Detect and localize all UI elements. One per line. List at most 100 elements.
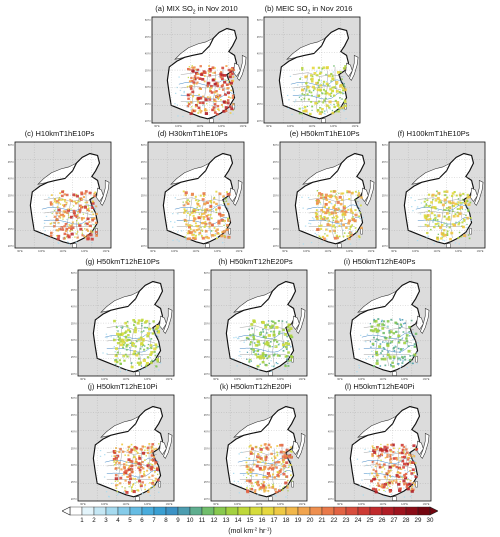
panel-title: (l) H50kmT12hE40Pi — [344, 382, 415, 391]
svg-text:100°E: 100°E — [38, 250, 45, 253]
svg-text:20°N: 20°N — [328, 498, 334, 501]
svg-text:40°N: 40°N — [328, 431, 334, 434]
colorbar-units: (mol km-2 hr-1) — [228, 527, 271, 536]
panel-title: (c) H10kmT1hE10Ps — [24, 129, 95, 138]
svg-text:30°N: 30°N — [273, 211, 279, 214]
svg-text:50°N: 50°N — [71, 397, 77, 400]
colorbar-swatch — [153, 506, 167, 516]
svg-text:120°E: 120°E — [330, 125, 337, 128]
colorbar-right-triangle — [429, 506, 438, 516]
svg-text:110°E: 110°E — [380, 378, 387, 381]
colorbar-tick-label: 11 — [199, 517, 206, 524]
colorbar-tick-label: 3 — [104, 517, 108, 524]
svg-text:50°N: 50°N — [8, 144, 14, 147]
svg-text:35°N: 35°N — [71, 322, 77, 325]
map-image: 50°N 45°N 40°N 35°N 30°N 25°N 20°N90°E 100°E 110… — [273, 141, 377, 253]
svg-text:100°E: 100°E — [234, 503, 241, 506]
svg-text:35°N: 35°N — [328, 447, 334, 450]
svg-text:90°E: 90°E — [391, 250, 397, 253]
svg-text:30°N: 30°N — [328, 464, 334, 467]
colorbar-tick-label: 12 — [211, 517, 218, 524]
svg-text:130°E: 130°E — [166, 378, 173, 381]
colorbar-tick-label: 14 — [235, 517, 242, 524]
map-image: 50°N 45°N 40°N 35°N 30°N 25°N 20°N90°E 100°E 110… — [204, 269, 308, 381]
svg-text:35°N: 35°N — [71, 447, 77, 450]
colorbar-swatch — [129, 506, 143, 516]
colorbar-swatch — [141, 506, 155, 516]
map-panel: (f) H100kmT1hE10Ps 50°N 45°N 40°N 35°N 30°N 25… — [378, 129, 489, 253]
svg-text:120°E: 120°E — [455, 250, 462, 253]
svg-text:45°N: 45°N — [204, 289, 210, 292]
colorbar-left-triangle — [62, 506, 71, 516]
colorbar-tick-label: 17 — [271, 517, 278, 524]
china-outline — [294, 152, 366, 245]
colorbar-tick-label: 8 — [164, 517, 168, 524]
colorbar-tick-label: 28 — [403, 517, 410, 524]
svg-text:25°N: 25°N — [328, 356, 334, 359]
colorbar-swatch — [177, 506, 191, 516]
svg-text:130°E: 130°E — [423, 503, 430, 506]
map-image: 50°N 45°N 40°N 35°N 30°N 25°N 20°N90°E 100°E 110… — [328, 269, 432, 381]
colorbar-swatch — [417, 506, 431, 516]
china-outline — [162, 152, 234, 245]
svg-text:90°E: 90°E — [266, 125, 272, 128]
colorbar: 1 2 3 4 5 6 7 8 9 10 11 12 13 14 15 16 17 18 19 20 21 22 23 24 2… — [62, 506, 438, 536]
panel-title: (b) MEIC SO2 in Nov 2016 — [264, 4, 353, 16]
svg-text:20°N: 20°N — [328, 373, 334, 376]
svg-text:30°N: 30°N — [71, 464, 77, 467]
svg-text:100°E: 100°E — [287, 125, 294, 128]
svg-text:90°E: 90°E — [80, 503, 86, 506]
svg-text:90°E: 90°E — [337, 503, 343, 506]
map-image: 50°N 45°N 40°N 35°N 30°N 25°N 20°N90°E 100°E 110… — [71, 269, 175, 381]
svg-text:110°E: 110°E — [197, 125, 204, 128]
svg-text:120°E: 120°E — [277, 378, 284, 381]
svg-text:130°E: 130°E — [352, 125, 359, 128]
svg-text:40°N: 40°N — [204, 431, 210, 434]
svg-text:50°N: 50°N — [204, 272, 210, 275]
svg-text:25°N: 25°N — [204, 356, 210, 359]
colorbar-swatch — [273, 506, 287, 516]
svg-text:45°N: 45°N — [71, 414, 77, 417]
svg-text:40°N: 40°N — [257, 53, 263, 56]
colorbar-tick-label: 5 — [128, 517, 132, 524]
svg-text:120°E: 120°E — [401, 503, 408, 506]
colorbar-swatch — [285, 506, 299, 516]
svg-text:110°E: 110°E — [256, 503, 263, 506]
svg-text:45°N: 45°N — [141, 161, 147, 164]
svg-text:100°E: 100°E — [358, 378, 365, 381]
colorbar-tick-label: 24 — [355, 517, 362, 524]
svg-text:90°E: 90°E — [154, 125, 160, 128]
svg-text:110°E: 110°E — [60, 250, 67, 253]
colorbar-tick-label: 9 — [176, 517, 180, 524]
svg-text:120°E: 120°E — [214, 250, 221, 253]
svg-text:50°N: 50°N — [141, 144, 147, 147]
colorbar-tick-label: 27 — [391, 517, 398, 524]
svg-text:40°N: 40°N — [328, 306, 334, 309]
svg-text:120°E: 120°E — [346, 250, 353, 253]
svg-text:20°N: 20°N — [382, 245, 388, 248]
svg-text:20°N: 20°N — [8, 245, 14, 248]
colorbar-swatch — [93, 506, 107, 516]
china-outline — [92, 405, 164, 498]
colorbar-swatch — [189, 506, 203, 516]
map-image: 50°N 45°N 40°N 35°N 30°N 25°N 20°N90°E 100°E 110… — [145, 16, 249, 128]
svg-text:100°E: 100°E — [101, 503, 108, 506]
svg-text:130°E: 130°E — [240, 125, 247, 128]
svg-text:30°N: 30°N — [204, 464, 210, 467]
map-panel: (k) H50kmT12hE20Pi 50°N 45°N 40°N 35°N 30°N 25… — [200, 382, 311, 506]
svg-text:30°N: 30°N — [8, 211, 14, 214]
colorbar-tick-label: 22 — [331, 517, 338, 524]
colorbar-swatch — [357, 506, 371, 516]
svg-text:30°N: 30°N — [328, 339, 334, 342]
svg-text:130°E: 130°E — [299, 503, 306, 506]
colorbar-swatch — [225, 506, 239, 516]
svg-text:100°E: 100°E — [101, 378, 108, 381]
svg-text:25°N: 25°N — [8, 228, 14, 231]
map-image: 50°N 45°N 40°N 35°N 30°N 25°N 20°N90°E 100°E 110… — [141, 141, 245, 253]
panel-title: (i) H50kmT12hE40Ps — [343, 257, 416, 266]
svg-text:45°N: 45°N — [328, 414, 334, 417]
svg-text:20°N: 20°N — [257, 120, 263, 123]
panel-title: (g) H50kmT12hE10Ps — [85, 257, 160, 266]
panel-title: (j) H50kmT12hE10Pi — [87, 382, 158, 391]
panel-title: (f) H100kmT1hE10Ps — [397, 129, 470, 138]
